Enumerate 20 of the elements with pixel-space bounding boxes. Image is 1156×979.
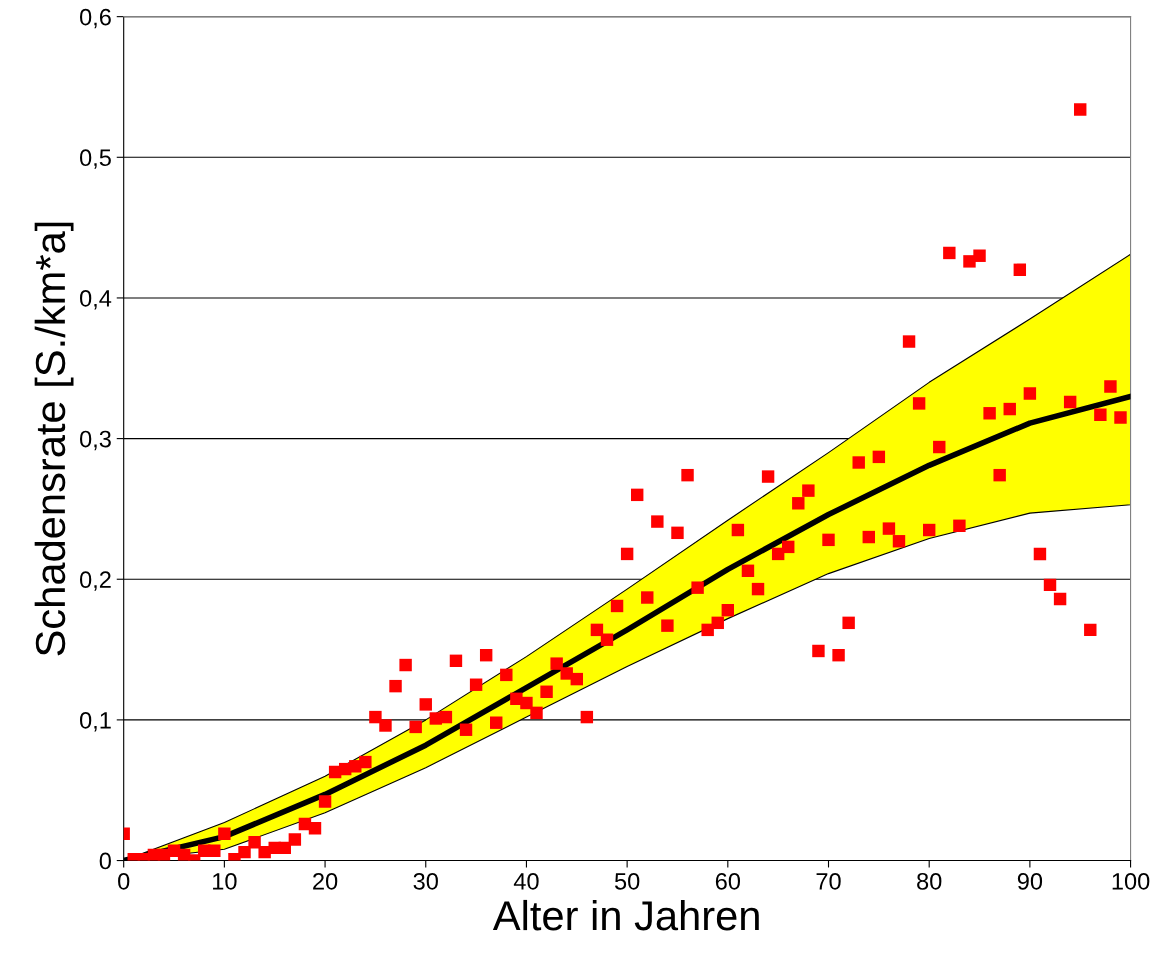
x-tick-label: 80 [917, 872, 942, 890]
x-tick-label: 70 [816, 872, 841, 890]
x-tick-label: 60 [715, 872, 741, 890]
x-tick-label: 30 [413, 872, 438, 890]
y-tick-label: 0,4 [79, 290, 112, 310]
y-tick-label: 0,5 [79, 149, 111, 169]
x-tick-label: 40 [513, 872, 539, 890]
x-tick-label: 50 [614, 872, 640, 890]
x-tick-label: 100 [1112, 872, 1150, 890]
x-tick-label: 10 [213, 872, 237, 890]
y-axis-title: Schadensrate [S./km*a] [34, 222, 74, 656]
x-tick-label: 20 [313, 872, 338, 890]
y-tick-label: 0 [99, 852, 111, 870]
y-tick-label: 0,1 [79, 711, 111, 732]
x-tick-label: 90 [1017, 872, 1043, 890]
y-tick-label: 0,6 [79, 8, 111, 29]
y-tick-label: 0,2 [79, 571, 111, 591]
x-axis-title: Alter in Jahren [492, 899, 759, 931]
x-tick-label: 0 [118, 872, 130, 890]
y-tick-label: 0,3 [79, 430, 111, 451]
